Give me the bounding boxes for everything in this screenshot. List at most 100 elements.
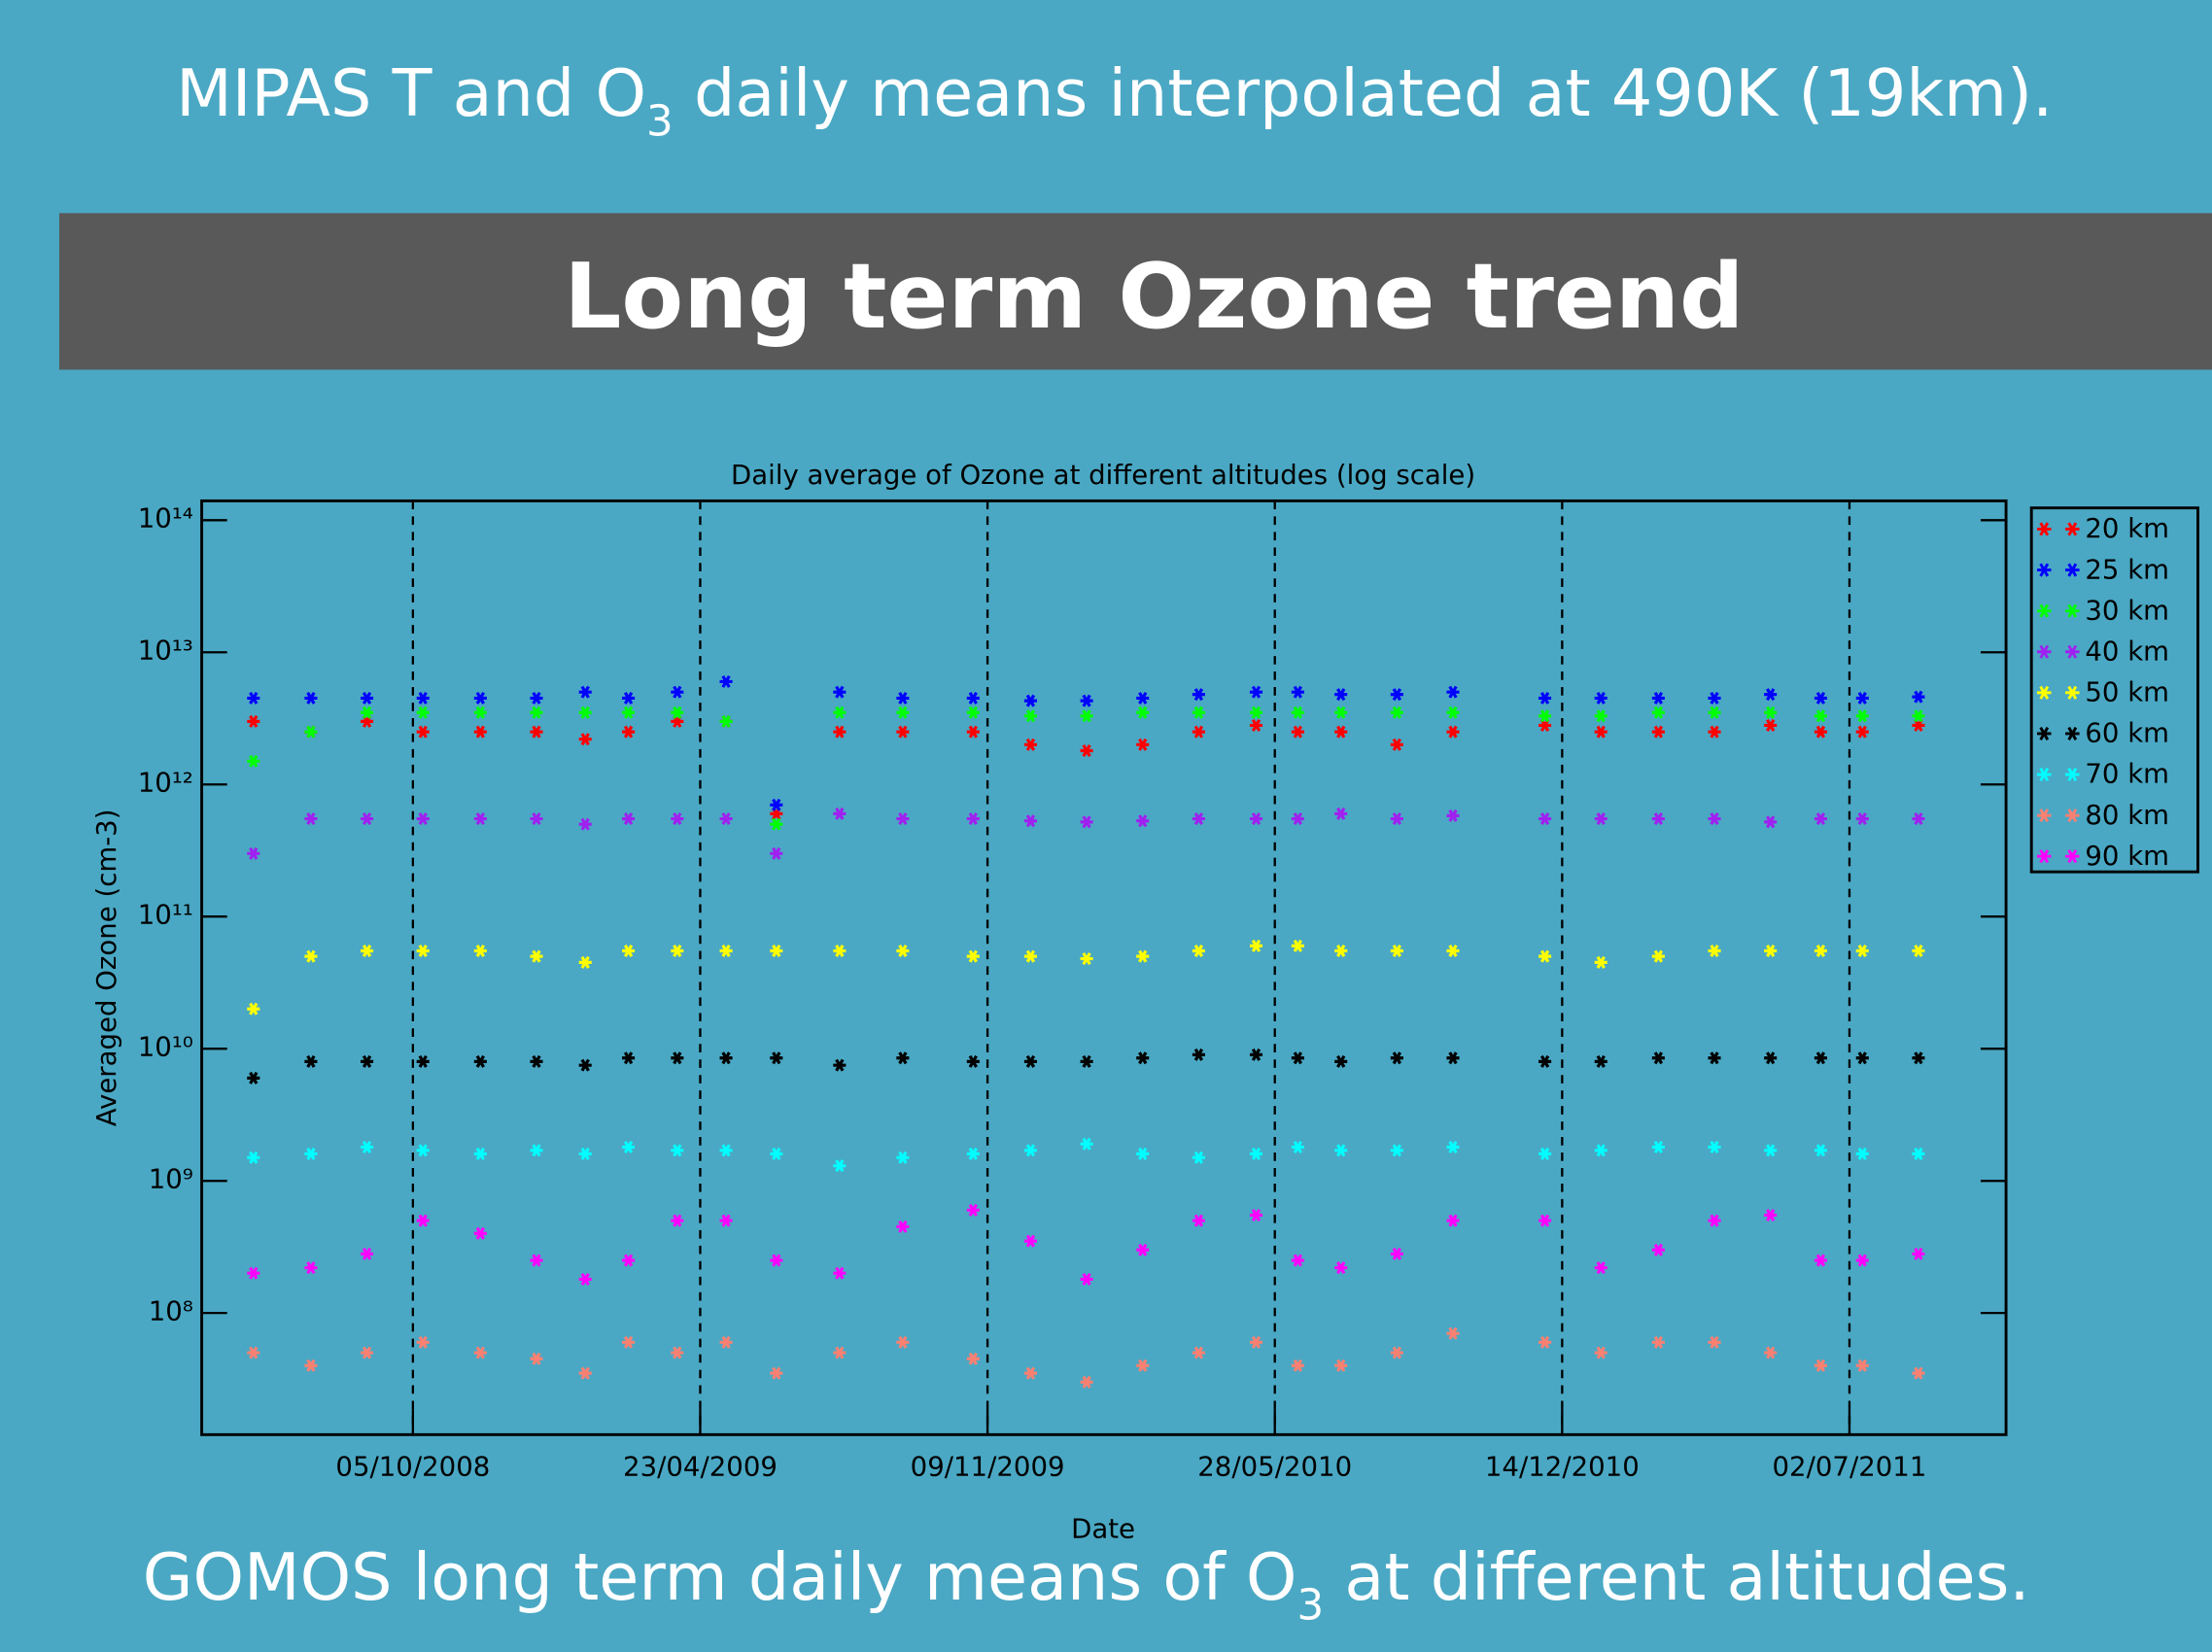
data-point <box>1814 812 1827 826</box>
data-point <box>1136 949 1150 963</box>
data-point <box>1291 812 1304 826</box>
y-tick-label: 10¹² <box>138 766 193 798</box>
data-point <box>1390 945 1403 957</box>
data-point <box>1708 812 1721 826</box>
data-point <box>671 945 684 957</box>
data-point <box>1538 1054 1552 1068</box>
legend-marker <box>2037 726 2080 740</box>
data-point <box>622 1254 636 1267</box>
data-point <box>1594 1346 1607 1359</box>
data-point <box>1136 738 1150 751</box>
data-point <box>1334 1054 1348 1068</box>
data-point <box>966 812 980 826</box>
data-point <box>1855 1147 1869 1160</box>
chart: Daily average of Ozone at different alti… <box>90 459 2199 1544</box>
data-point <box>578 1366 592 1380</box>
data-point <box>1249 939 1263 952</box>
data-point <box>896 691 910 705</box>
header: Long term Ozone trend <box>564 244 1744 349</box>
data-point <box>304 1147 318 1160</box>
data-point <box>1334 1261 1348 1275</box>
data-point <box>896 812 910 826</box>
data-point <box>719 812 733 826</box>
data-point <box>622 725 636 739</box>
data-point <box>1594 1054 1607 1068</box>
legend-marker <box>2037 603 2080 618</box>
data-point <box>1390 688 1403 702</box>
data-point <box>1192 688 1205 702</box>
data-point <box>966 949 980 963</box>
data-point <box>896 1051 910 1065</box>
data-point <box>473 812 487 826</box>
data-point <box>1023 694 1037 707</box>
data-point <box>1136 1359 1150 1372</box>
data-point <box>1080 744 1093 758</box>
data-point <box>1594 1261 1607 1275</box>
data-point <box>1538 1335 1552 1349</box>
data-point <box>896 1151 910 1164</box>
data-point <box>1291 1254 1304 1267</box>
data-point <box>1708 706 1721 719</box>
legend-label: 90 km <box>2085 840 2169 872</box>
data-point <box>1023 814 1037 828</box>
data-point <box>361 1247 374 1260</box>
header-bar <box>58 213 2212 370</box>
data-point <box>304 812 318 826</box>
data-point <box>622 1335 636 1349</box>
data-point <box>622 706 636 719</box>
data-point <box>473 945 487 957</box>
data-point <box>1192 945 1205 957</box>
footer-part: GOMOS long term daily means of O <box>143 1539 1297 1615</box>
legend-marker <box>2037 644 2080 659</box>
data-point <box>247 714 260 728</box>
data-point <box>1814 725 1827 739</box>
data-point <box>1594 1144 1607 1157</box>
data-point <box>530 1254 543 1267</box>
data-point <box>1192 812 1205 826</box>
data-point <box>416 1054 430 1068</box>
data-point <box>1192 1214 1205 1227</box>
data-point <box>1764 815 1778 829</box>
data-point <box>770 817 783 831</box>
data-point <box>1764 945 1778 957</box>
footer-subscript: 3 <box>1296 1581 1324 1630</box>
data-point <box>896 706 910 719</box>
data-point <box>1651 725 1665 739</box>
data-point <box>1764 1208 1778 1222</box>
data-point <box>416 1335 430 1349</box>
x-tick-label: 23/04/2009 <box>623 1450 778 1482</box>
y-axis-label: Averaged Ozone (cm-3) <box>90 809 122 1127</box>
data-point <box>416 812 430 826</box>
data-point <box>1855 725 1869 739</box>
footer: GOMOS long term daily means of O3 at dif… <box>143 1539 2030 1630</box>
legend-marker <box>2037 685 2080 700</box>
data-point <box>833 706 847 719</box>
data-point <box>770 1051 783 1065</box>
data-point <box>1764 718 1778 732</box>
data-point <box>1446 1326 1460 1340</box>
data-point <box>1764 688 1778 702</box>
data-point <box>671 706 684 719</box>
data-point <box>530 949 543 963</box>
data-point <box>671 1214 684 1227</box>
data-point <box>671 812 684 826</box>
plot-frame <box>200 499 2008 1436</box>
data-point <box>361 1140 374 1153</box>
x-tick-label: 05/10/2008 <box>335 1450 490 1482</box>
data-point <box>833 1159 847 1173</box>
data-point <box>473 725 487 739</box>
data-point <box>1023 949 1037 963</box>
data-point <box>361 812 374 826</box>
data-point <box>1912 709 1925 723</box>
data-point <box>1023 738 1037 751</box>
data-point <box>770 846 783 860</box>
data-point <box>1291 685 1304 699</box>
chart-title: Daily average of Ozone at different alti… <box>731 459 1475 491</box>
data-point <box>1594 812 1607 826</box>
data-point <box>1912 812 1925 826</box>
data-point <box>770 1254 783 1267</box>
data-point <box>247 754 260 768</box>
data-point <box>1023 1366 1037 1380</box>
slide-title: MIPAS T and O3 daily means interpolated … <box>176 55 2053 146</box>
footer-part: at different altitudes. <box>1324 1539 2029 1615</box>
